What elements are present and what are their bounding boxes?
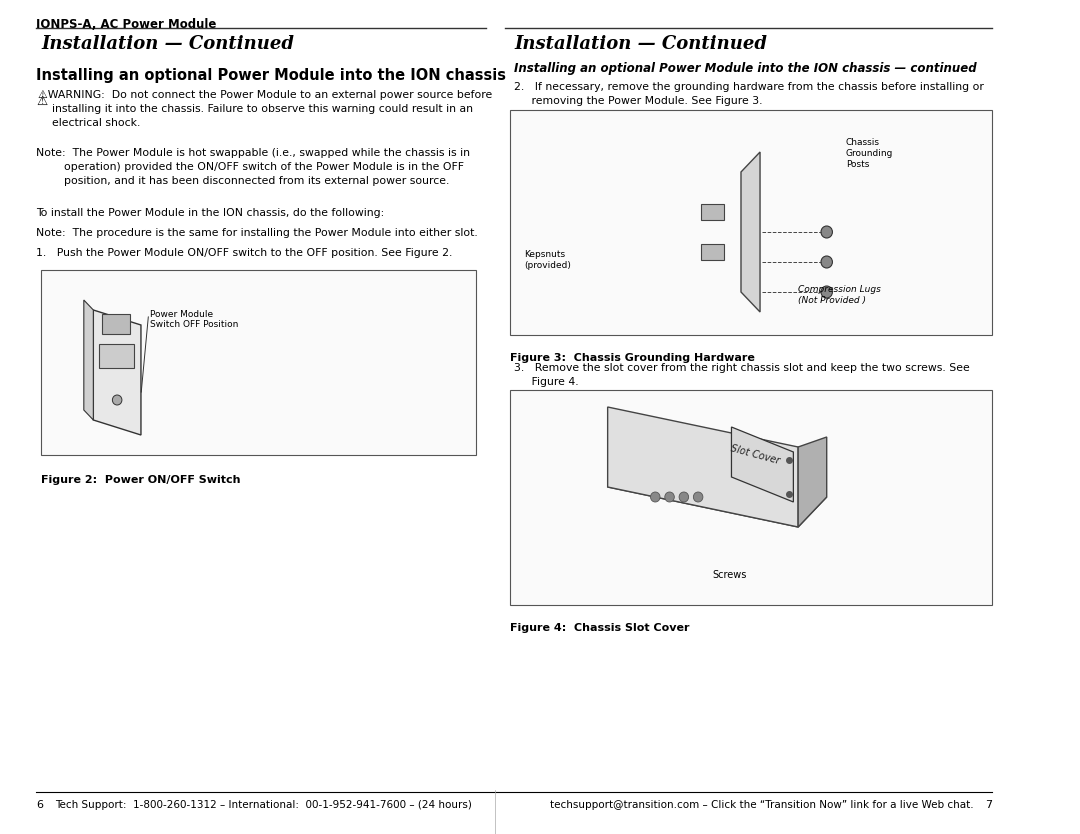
- Text: 7: 7: [985, 800, 993, 810]
- Polygon shape: [84, 300, 93, 420]
- Circle shape: [665, 492, 674, 502]
- Polygon shape: [798, 437, 826, 527]
- Polygon shape: [741, 152, 760, 312]
- Polygon shape: [608, 457, 826, 527]
- Text: Figure 2:  Power ON/OFF Switch: Figure 2: Power ON/OFF Switch: [41, 475, 241, 485]
- Text: Installation — Continued: Installation — Continued: [514, 35, 767, 53]
- Text: Note:  The procedure is the same for installing the Power Module into either slo: Note: The procedure is the same for inst…: [37, 228, 478, 238]
- Text: 2.   If necessary, remove the grounding hardware from the chassis before install: 2. If necessary, remove the grounding ha…: [514, 82, 984, 106]
- Text: Figure 4:  Chassis Slot Cover: Figure 4: Chassis Slot Cover: [510, 623, 689, 633]
- Text: ⚠: ⚠: [37, 95, 48, 108]
- Circle shape: [112, 395, 122, 405]
- Polygon shape: [93, 310, 141, 435]
- Text: Kepsnuts
(provided): Kepsnuts (provided): [524, 250, 570, 270]
- Text: Slot Cover: Slot Cover: [730, 444, 781, 466]
- FancyBboxPatch shape: [510, 390, 993, 605]
- Polygon shape: [701, 244, 724, 260]
- Circle shape: [679, 492, 689, 502]
- Circle shape: [693, 492, 703, 502]
- Text: Figure 3:  Chassis Grounding Hardware: Figure 3: Chassis Grounding Hardware: [510, 353, 755, 363]
- Polygon shape: [701, 204, 724, 220]
- Circle shape: [821, 226, 833, 238]
- Text: Tech Support:  1-800-260-1312 – International:  00-1-952-941-7600 – (24 hours): Tech Support: 1-800-260-1312 – Internati…: [55, 800, 472, 810]
- Circle shape: [821, 286, 833, 298]
- Polygon shape: [731, 427, 794, 502]
- FancyBboxPatch shape: [102, 314, 131, 334]
- Text: Installation — Continued: Installation — Continued: [41, 35, 294, 53]
- Text: Chassis
Grounding
Posts: Chassis Grounding Posts: [846, 138, 893, 169]
- Text: Power Module: Power Module: [150, 310, 214, 319]
- Text: Note:  The Power Module is hot swappable (i.e., swapped while the chassis is in
: Note: The Power Module is hot swappable …: [37, 148, 470, 186]
- Text: 3.   Remove the slot cover from the right chassis slot and keep the two screws. : 3. Remove the slot cover from the right …: [514, 363, 970, 387]
- Text: 6: 6: [37, 800, 43, 810]
- Text: techsupport@transition.com – Click the “Transition Now” link for a live Web chat: techsupport@transition.com – Click the “…: [550, 800, 973, 810]
- Text: Screws: Screws: [713, 570, 746, 580]
- Text: IONPS-A, AC Power Module: IONPS-A, AC Power Module: [37, 18, 217, 31]
- Circle shape: [821, 256, 833, 268]
- Text: Compression Lugs
(Not Provided ): Compression Lugs (Not Provided ): [798, 285, 881, 305]
- Polygon shape: [608, 407, 798, 527]
- Text: Installing an optional Power Module into the ION chassis: Installing an optional Power Module into…: [37, 68, 507, 83]
- Text: Installing an optional Power Module into the ION chassis — continued: Installing an optional Power Module into…: [514, 62, 977, 75]
- FancyBboxPatch shape: [99, 344, 134, 368]
- FancyBboxPatch shape: [41, 270, 476, 455]
- Circle shape: [650, 492, 660, 502]
- Text: Switch OFF Position: Switch OFF Position: [150, 320, 239, 329]
- Text: ⚠WARNING:  Do not connect the Power Module to an external power source before
  : ⚠WARNING: Do not connect the Power Modul…: [38, 90, 492, 128]
- Text: To install the Power Module in the ION chassis, do the following:: To install the Power Module in the ION c…: [37, 208, 384, 218]
- Text: 1.   Push the Power Module ON/OFF switch to the OFF position. See Figure 2.: 1. Push the Power Module ON/OFF switch t…: [37, 248, 453, 258]
- FancyBboxPatch shape: [510, 110, 993, 335]
